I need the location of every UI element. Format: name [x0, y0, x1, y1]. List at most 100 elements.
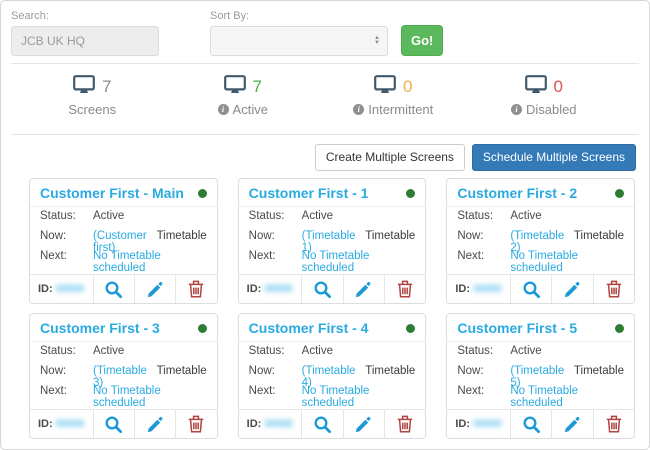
id-value-blurred: 00000	[264, 283, 293, 296]
next-timetable-value[interactable]: No Timetable scheduled	[301, 385, 370, 410]
screen-card-title[interactable]: Customer First - 4	[248, 320, 369, 337]
edit-screen-button[interactable]	[551, 275, 593, 304]
edit-screen-button[interactable]	[133, 410, 176, 439]
status-value: Active	[301, 345, 333, 358]
edit-screen-button[interactable]	[342, 275, 384, 304]
view-screen-button[interactable]	[509, 275, 552, 304]
screen-card-title[interactable]: Customer First - Main	[40, 185, 184, 202]
go-button[interactable]: Go!	[401, 25, 444, 56]
now-row: Now: (Timetable 2) Timetable	[457, 230, 624, 254]
id-value-blurred: 00000	[264, 418, 293, 431]
view-screen-button[interactable]	[92, 275, 134, 304]
now-timetable-link[interactable]: (Customer first)	[93, 230, 147, 255]
now-row: Now: (Timetable 3) Timetable	[40, 365, 207, 389]
delete-screen-button[interactable]	[175, 275, 217, 304]
screen-id: ID: 00000	[238, 275, 302, 304]
edit-screen-button[interactable]	[133, 275, 176, 304]
next-label: Next:	[248, 250, 276, 263]
delete-screen-button[interactable]	[383, 275, 426, 304]
toolbar: Search: Sort By: ▲▼ Go!	[1, 1, 649, 56]
now-timetable-link[interactable]: (Timetable 4)	[301, 365, 356, 390]
screen-card-title[interactable]: Customer First - 5	[457, 320, 578, 337]
actions-row: Create Multiple Screens Schedule Multipl…	[14, 144, 636, 172]
stat-label: Screens	[68, 102, 117, 117]
now-timetable-link[interactable]: (Timetable 3)	[93, 365, 147, 390]
now-timetable-link[interactable]: (Timetable 1)	[301, 230, 356, 255]
now-suffix: Timetable	[156, 365, 207, 378]
info-icon: i	[353, 104, 365, 115]
stat-count: 0	[553, 77, 563, 96]
next-label: Next:	[40, 385, 67, 398]
online-status-dot-icon	[197, 188, 207, 198]
stat-item: 0 i Disabled	[469, 75, 620, 117]
monitor-icon	[524, 75, 547, 99]
status-label: Status:	[457, 210, 494, 223]
next-row: Next: No Timetable scheduled	[40, 250, 207, 274]
now-row: Now: (Timetable 5) Timetable	[457, 365, 624, 389]
delete-screen-button[interactable]	[592, 275, 635, 304]
status-label: Status:	[248, 210, 285, 223]
search-icon	[313, 280, 332, 299]
trash-icon	[188, 280, 204, 298]
view-screen-button[interactable]	[301, 275, 343, 304]
pencil-icon	[147, 281, 164, 298]
screen-card-title[interactable]: Customer First - 1	[248, 185, 369, 202]
status-row: Status: Active	[249, 345, 416, 365]
online-status-dot-icon	[406, 323, 416, 333]
next-timetable-value[interactable]: No Timetable scheduled	[301, 250, 370, 275]
pencil-icon	[355, 416, 372, 433]
monitor-icon	[223, 75, 246, 99]
delete-screen-button[interactable]	[383, 410, 426, 439]
id-label: ID:	[246, 283, 262, 296]
online-status-dot-icon	[615, 323, 624, 333]
search-field: Search:	[11, 10, 159, 56]
search-icon	[104, 415, 123, 434]
status-value: Active	[93, 210, 125, 223]
stat-label: Active	[232, 102, 268, 117]
status-row: Status: Active	[249, 210, 416, 230]
sort-label: Sort By:	[210, 10, 250, 22]
id-value-blurred: 00000	[55, 283, 85, 296]
status-value: Active	[93, 345, 125, 358]
stat-count: 7	[102, 77, 112, 96]
view-screen-button[interactable]	[92, 410, 134, 439]
screen-card-title[interactable]: Customer First - 2	[457, 185, 578, 202]
screen-id: ID: 00000	[30, 410, 93, 439]
trash-icon	[606, 415, 622, 433]
status-value: Active	[301, 210, 333, 223]
search-icon	[104, 280, 123, 299]
screen-id: ID: 00000	[447, 410, 510, 439]
now-row: Now: (Customer first) Timetable	[40, 230, 207, 254]
id-value-blurred: 00000	[473, 283, 502, 296]
next-timetable-value[interactable]: No Timetable scheduled	[510, 250, 579, 275]
status-row: Status: Active	[40, 345, 207, 365]
edit-screen-button[interactable]	[342, 410, 384, 439]
screen-id: ID: 00000	[30, 275, 93, 304]
schedule-multiple-screens-button[interactable]: Schedule Multiple Screens	[471, 144, 636, 172]
trash-icon	[606, 280, 622, 298]
edit-screen-button[interactable]	[551, 410, 593, 439]
view-screen-button[interactable]	[301, 410, 343, 439]
next-timetable-value[interactable]: No Timetable scheduled	[93, 385, 161, 410]
next-timetable-value[interactable]: No Timetable scheduled	[93, 250, 161, 275]
next-row: Next: No Timetable scheduled	[249, 385, 416, 409]
online-status-dot-icon	[406, 188, 416, 198]
create-multiple-screens-button[interactable]: Create Multiple Screens	[314, 144, 465, 172]
next-row: Next: No Timetable scheduled	[40, 385, 207, 409]
status-label: Status:	[40, 210, 76, 223]
search-label: Search:	[11, 10, 49, 22]
now-timetable-link[interactable]: (Timetable 5)	[510, 365, 565, 390]
pencil-icon	[147, 416, 164, 433]
status-label: Status:	[40, 345, 76, 358]
delete-screen-button[interactable]	[592, 410, 635, 439]
stat-item: 7 i Active	[168, 75, 319, 117]
now-timetable-link[interactable]: (Timetable 2)	[510, 230, 565, 255]
screen-card-title[interactable]: Customer First - 3	[40, 320, 160, 337]
view-screen-button[interactable]	[509, 410, 552, 439]
delete-screen-button[interactable]	[175, 410, 217, 439]
select-arrows-icon: ▲ ▼	[374, 35, 380, 46]
search-input[interactable]	[11, 26, 159, 56]
next-label: Next:	[457, 250, 485, 263]
next-timetable-value[interactable]: No Timetable scheduled	[510, 385, 579, 410]
sort-select[interactable]: ▲ ▼	[210, 26, 388, 56]
